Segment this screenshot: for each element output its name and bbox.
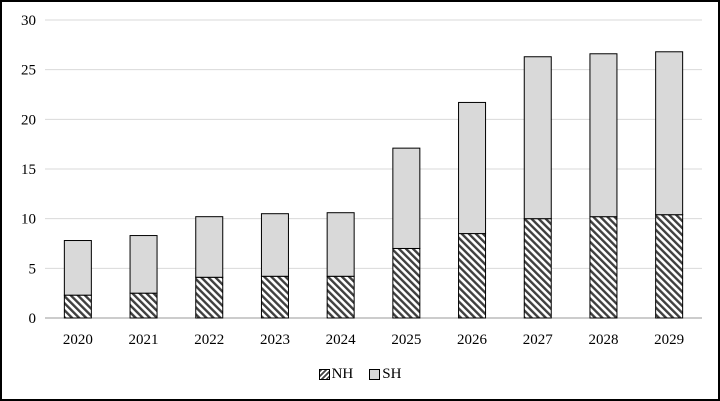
x-tick-label: 2028 [588, 332, 618, 348]
bar-segment-sh [63, 240, 92, 296]
x-tick-label: 2022 [194, 332, 224, 348]
legend-item-nh: NH [318, 366, 354, 383]
y-tick-label: 20 [21, 112, 36, 128]
y-tick-label: 10 [21, 212, 36, 228]
y-tick-label: 0 [29, 311, 37, 327]
x-tick-label: 2023 [260, 332, 290, 348]
legend-label-nh: NH [331, 366, 354, 382]
legend-label-sh: SH [382, 366, 402, 382]
legend-swatch-sh [369, 369, 381, 380]
bar-segment-sh [523, 56, 552, 220]
bar-segment-sh [260, 213, 289, 277]
bar-segment-nh [326, 275, 355, 319]
legend-item-sh: SH [369, 366, 401, 383]
bar-segment-nh [63, 294, 92, 319]
y-tick-label: 25 [21, 63, 36, 79]
x-tick-label: 2020 [63, 332, 93, 348]
bars [63, 51, 684, 319]
x-tick-label: 2021 [129, 332, 159, 348]
y-tick-label: 5 [29, 261, 37, 277]
bar-segment-nh [523, 218, 552, 319]
x-tick-label: 2025 [391, 332, 421, 348]
bar-segment-nh [458, 233, 487, 319]
bar-segment-nh [195, 276, 224, 319]
bar-segment-nh [392, 247, 421, 319]
x-tick-label: 2024 [326, 332, 357, 348]
bar-segment-sh [129, 235, 158, 294]
legend: NH SH [0, 366, 720, 383]
bar-segment-nh [655, 214, 684, 319]
x-axis-ticks: 2020 2021 2022 2023 2024 2025 2026 2027 2028 2029 [63, 332, 684, 348]
x-tick-label: 2026 [457, 332, 488, 348]
bar-segment-nh [589, 216, 618, 319]
bar-segment-nh [129, 292, 158, 319]
bar-segment-sh [458, 101, 487, 235]
bar-segment-sh [655, 51, 684, 216]
y-tick-label: 15 [21, 162, 36, 178]
y-tick-label: 30 [21, 13, 36, 29]
legend-swatch-nh [318, 369, 330, 380]
bar-segment-sh [326, 212, 355, 277]
bar-segment-sh [392, 147, 421, 249]
y-axis-ticks: 0 5 10 15 20 25 30 [21, 13, 36, 327]
bar-segment-sh [195, 216, 224, 278]
bar-segment-sh [589, 53, 618, 218]
bar-segment-nh [260, 275, 289, 319]
x-tick-label: 2027 [523, 332, 554, 348]
x-tick-label: 2029 [654, 332, 684, 348]
